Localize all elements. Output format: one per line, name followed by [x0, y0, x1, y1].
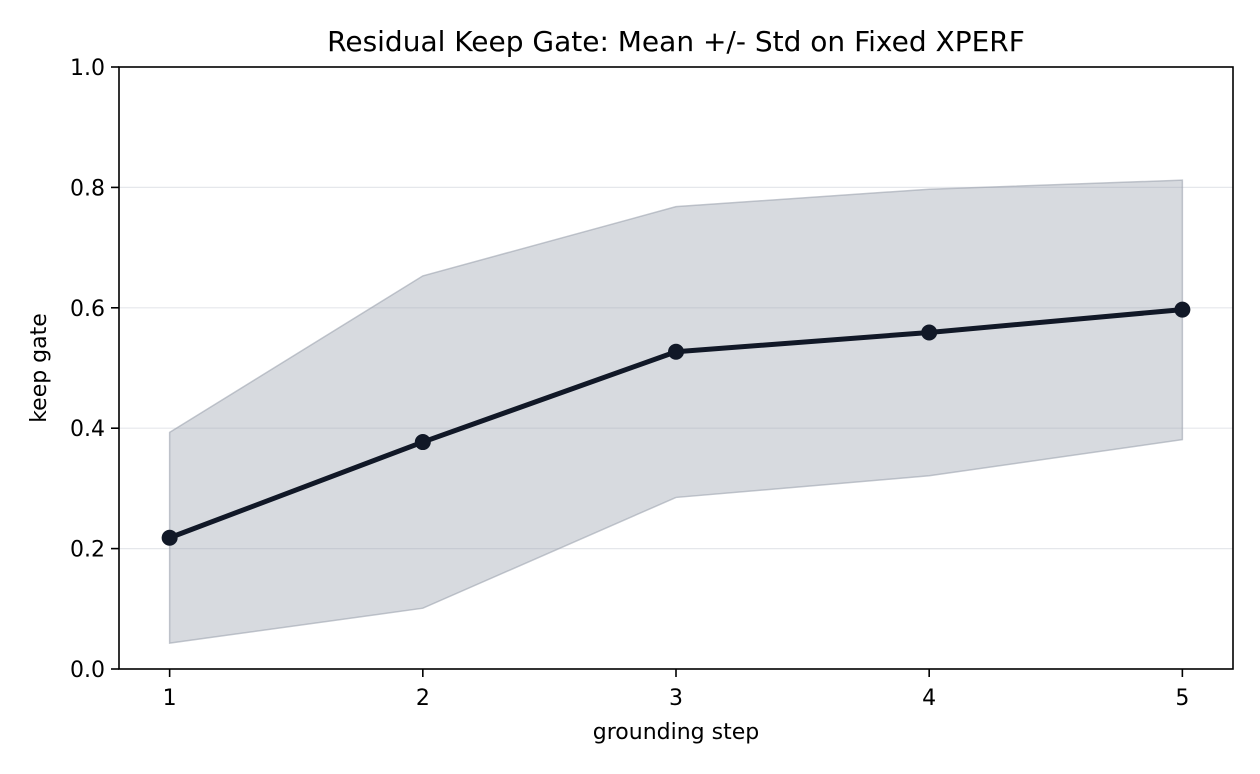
y-tick-label: 0.2 — [70, 538, 105, 563]
mean-point — [414, 434, 431, 451]
y-axis-ticks: 0.0 0.2 0.4 0.6 0.8 1.0 — [70, 56, 119, 683]
mean-point — [1174, 301, 1191, 318]
x-tick-label: 3 — [669, 686, 683, 711]
mean-point — [668, 343, 684, 360]
y-axis-label: keep gate — [27, 313, 52, 423]
x-axis-ticks: 1 2 3 4 5 — [163, 669, 1189, 711]
std-band — [168, 179, 1184, 644]
mean-points-layer — [161, 301, 1191, 546]
grid-lines — [119, 186, 1233, 550]
x-tick-label: 2 — [416, 686, 430, 711]
x-tick-label: 4 — [922, 686, 936, 711]
y-tick-label: 1.0 — [70, 56, 105, 81]
mean-point — [161, 529, 178, 546]
y-tick-label: 0.0 — [70, 658, 105, 683]
x-tick-label: 5 — [1175, 686, 1189, 711]
y-tick-label: 0.4 — [70, 417, 105, 442]
chart-title: Residual Keep Gate: Mean +/- Std on Fixe… — [327, 25, 1025, 58]
y-tick-label: 0.6 — [70, 297, 105, 322]
x-axis-label: grounding step — [593, 720, 759, 745]
mean-point — [921, 324, 938, 341]
y-tick-label: 0.8 — [70, 176, 105, 201]
x-tick-label: 1 — [163, 686, 177, 711]
std-band-layer — [168, 179, 1184, 644]
